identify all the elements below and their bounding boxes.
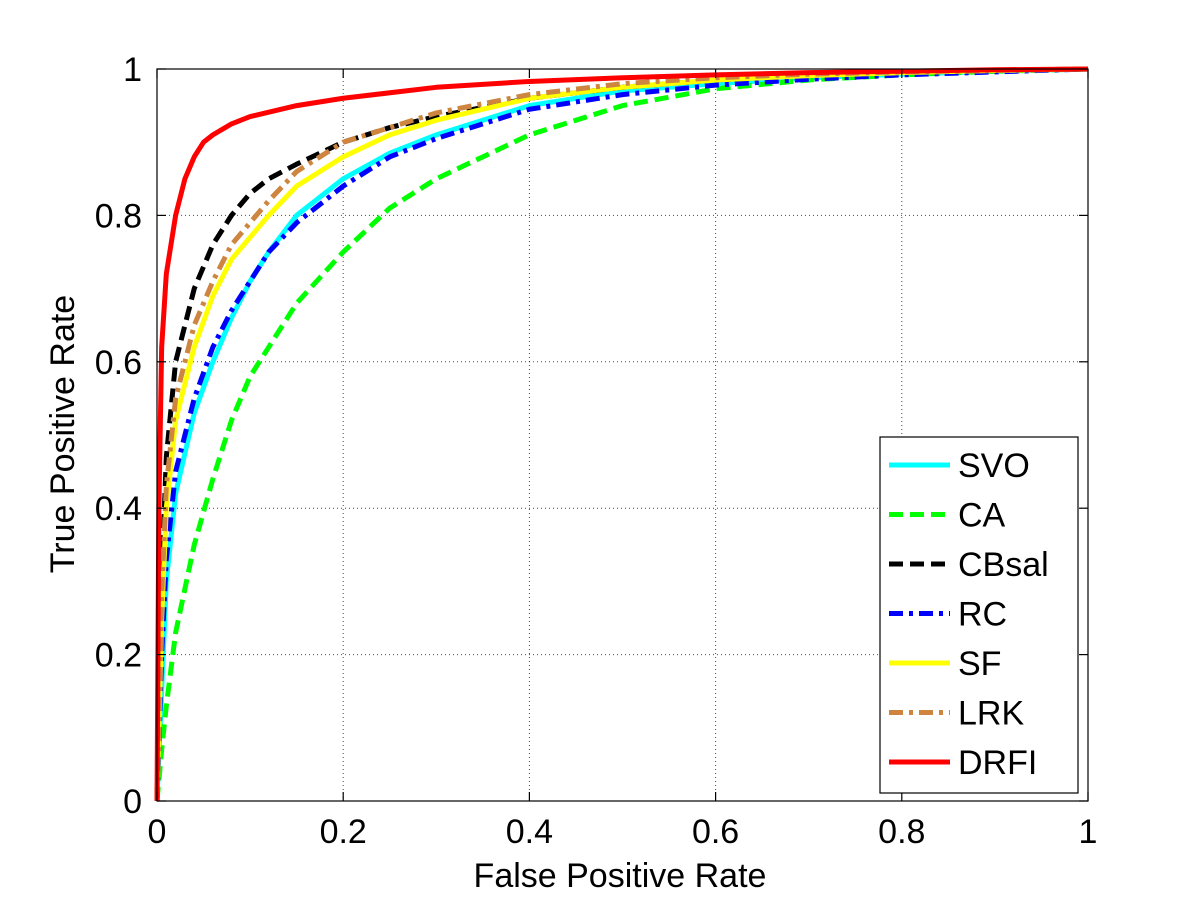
x-axis-label: False Positive Rate [474, 857, 767, 895]
x-tick-label: 0.2 [320, 813, 367, 851]
legend-label-lrk: LRK [958, 695, 1024, 733]
y-tick-label: 0.6 [95, 344, 142, 382]
legend-label-drfi: DRFI [958, 744, 1037, 782]
legend-label-svo: SVO [958, 447, 1030, 485]
legend-label-rc: RC [958, 596, 1007, 634]
y-tick-label: 0.4 [95, 490, 142, 528]
series-line-ca [154, 66, 1089, 802]
y-axis-label: True Positive Rate [44, 295, 82, 573]
x-tick-label: 0.4 [506, 813, 553, 851]
legend-label-ca: CA [958, 497, 1006, 535]
plot-frame [156, 68, 1089, 802]
y-tick-labels: 0 0.2 0.4 0.6 0.8 1 [95, 51, 142, 821]
x-tick-label: 0.8 [878, 813, 925, 851]
y-tick-label: 0 [123, 783, 142, 821]
series-line-rc [154, 66, 1089, 802]
y-tick-label: 1 [123, 51, 142, 89]
y-tick-label: 0.8 [95, 197, 142, 235]
series-layer [154, 66, 1089, 802]
y-tick-label: 0.2 [95, 637, 142, 675]
x-tick-label: 0 [148, 813, 167, 851]
ticks [156, 68, 1089, 802]
x-tick-label: 1 [1079, 813, 1098, 851]
x-tick-labels: 0 0.2 0.4 0.6 0.8 1 [148, 813, 1098, 851]
legend-label-cbsal: CBsal [958, 546, 1049, 584]
series-line-drfi [154, 66, 1089, 802]
x-tick-label: 0.6 [692, 813, 739, 851]
legend: SVO CA CBsal RC SF LRK DRFI [879, 436, 1079, 794]
legend-label-sf: SF [958, 645, 1001, 683]
